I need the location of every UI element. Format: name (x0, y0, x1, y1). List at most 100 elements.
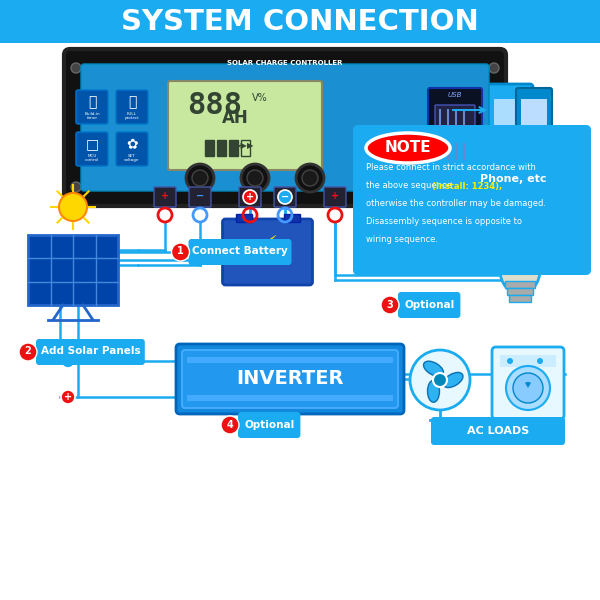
FancyBboxPatch shape (482, 57, 506, 79)
FancyBboxPatch shape (274, 187, 296, 207)
Text: AC LOADS: AC LOADS (467, 426, 529, 436)
FancyBboxPatch shape (64, 176, 88, 198)
Bar (205, 140, 214, 156)
FancyBboxPatch shape (492, 347, 564, 419)
Circle shape (410, 350, 470, 410)
Bar (187, 395, 393, 401)
Text: ✿: ✿ (126, 137, 138, 151)
Circle shape (59, 193, 87, 221)
Text: SOLAR CHARGE CONTROLLER: SOLAR CHARGE CONTROLLER (227, 60, 343, 66)
Text: Phone, etc: Phone, etc (480, 174, 546, 184)
Circle shape (489, 63, 499, 73)
Text: AH: AH (221, 109, 248, 127)
Ellipse shape (424, 361, 443, 376)
Circle shape (506, 366, 550, 410)
Text: the above sequence: the above sequence (366, 181, 455, 191)
Text: NOTE: NOTE (385, 140, 431, 155)
Text: MCU
control: MCU control (85, 154, 99, 162)
FancyBboxPatch shape (465, 165, 561, 193)
Circle shape (71, 63, 81, 73)
FancyBboxPatch shape (353, 125, 591, 275)
Text: +: + (64, 391, 72, 401)
FancyBboxPatch shape (188, 239, 292, 265)
Circle shape (302, 170, 318, 186)
Text: −: − (64, 355, 72, 365)
Text: 888: 888 (187, 91, 242, 121)
FancyBboxPatch shape (189, 187, 211, 207)
FancyBboxPatch shape (76, 90, 108, 124)
FancyBboxPatch shape (176, 344, 404, 414)
Text: ⚡: ⚡ (257, 235, 278, 265)
Circle shape (381, 296, 399, 314)
Circle shape (433, 373, 447, 387)
FancyBboxPatch shape (359, 187, 381, 207)
Text: −: − (196, 191, 204, 201)
Text: otherwise the controller may be damaged.: otherwise the controller may be damaged. (366, 199, 546, 208)
Text: −: − (281, 191, 289, 201)
Text: ⏰: ⏰ (88, 95, 96, 109)
Circle shape (192, 170, 208, 186)
Text: USB: USB (448, 92, 462, 98)
Text: 1: 1 (177, 247, 184, 257)
Bar (217, 140, 226, 156)
Bar (505, 281, 535, 288)
Text: wiring sequence.: wiring sequence. (366, 235, 438, 245)
Text: □: □ (85, 137, 98, 151)
FancyBboxPatch shape (116, 90, 148, 124)
Text: V%: V% (252, 93, 268, 103)
FancyBboxPatch shape (116, 132, 148, 166)
Circle shape (19, 343, 37, 361)
Text: +: + (331, 191, 339, 201)
FancyBboxPatch shape (81, 64, 489, 191)
Bar (507, 288, 533, 295)
Text: +: + (246, 191, 254, 202)
Circle shape (172, 243, 190, 261)
Bar (229, 140, 238, 156)
FancyBboxPatch shape (435, 105, 475, 129)
Bar (500, 355, 556, 367)
Circle shape (186, 164, 214, 192)
Text: +: + (161, 191, 169, 201)
Circle shape (296, 164, 324, 192)
FancyBboxPatch shape (239, 187, 261, 207)
FancyBboxPatch shape (482, 176, 506, 198)
Wedge shape (525, 382, 531, 388)
FancyBboxPatch shape (28, 235, 118, 305)
Ellipse shape (509, 255, 531, 273)
FancyBboxPatch shape (428, 88, 482, 172)
Text: +: + (246, 191, 254, 201)
Bar (521, 99, 547, 135)
Text: 4: 4 (227, 419, 233, 430)
Text: 🔒: 🔒 (128, 95, 136, 109)
Circle shape (513, 373, 543, 403)
Text: 3: 3 (386, 299, 394, 310)
Ellipse shape (427, 380, 439, 402)
Circle shape (247, 170, 263, 186)
FancyBboxPatch shape (516, 88, 552, 144)
Text: Add Solar Panels: Add Solar Panels (41, 346, 140, 356)
Text: SET
voltage: SET voltage (124, 154, 140, 162)
FancyBboxPatch shape (324, 187, 346, 207)
Bar (0, 0, 600, 43)
Text: Disassembly sequence is opposite to: Disassembly sequence is opposite to (366, 217, 522, 226)
FancyBboxPatch shape (168, 81, 322, 170)
Circle shape (241, 164, 269, 192)
Bar (494, 99, 526, 145)
Text: −: − (281, 191, 289, 202)
FancyBboxPatch shape (64, 57, 88, 79)
FancyBboxPatch shape (76, 132, 108, 166)
Text: INVERTER: INVERTER (236, 370, 344, 389)
Text: SYSTEM CONNECTION: SYSTEM CONNECTION (121, 8, 479, 36)
FancyBboxPatch shape (182, 350, 398, 408)
Text: 2: 2 (25, 346, 31, 356)
Bar (284, 214, 299, 222)
Text: Optional: Optional (244, 419, 295, 430)
Ellipse shape (366, 133, 450, 163)
FancyBboxPatch shape (431, 417, 565, 445)
Text: (Install: 1234),: (Install: 1234), (431, 181, 502, 191)
FancyBboxPatch shape (398, 292, 460, 318)
Circle shape (243, 190, 257, 204)
Circle shape (221, 416, 239, 434)
Text: Connect Battery: Connect Battery (192, 247, 288, 257)
Bar (235, 214, 251, 222)
